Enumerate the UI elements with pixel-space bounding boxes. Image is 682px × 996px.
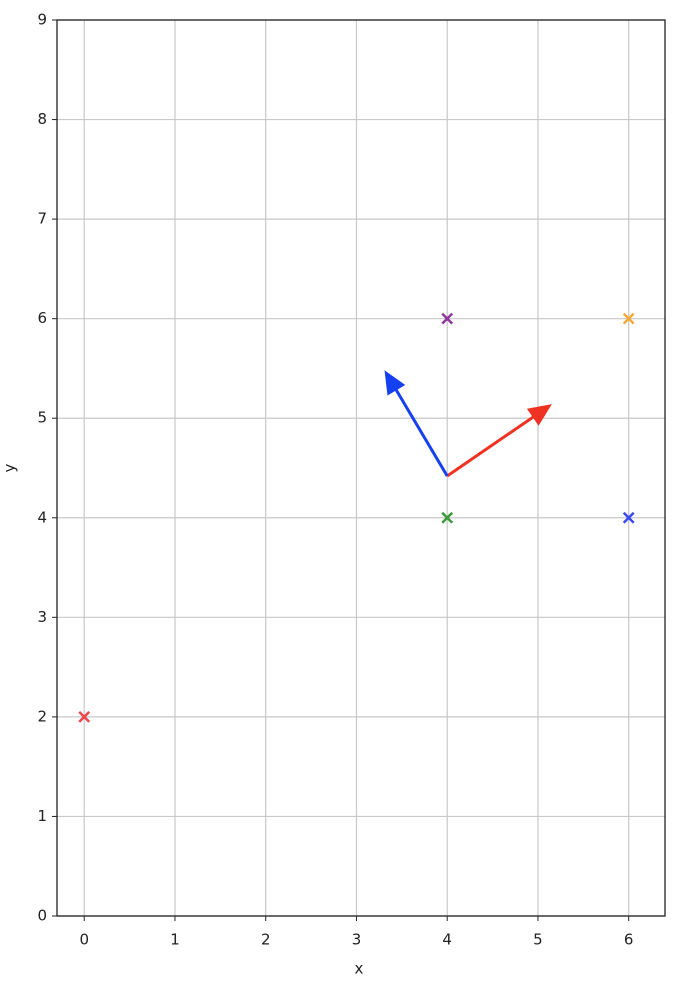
point: [441, 312, 454, 325]
y-tick-label: 5: [37, 409, 47, 427]
x-tick-label: 4: [442, 931, 452, 949]
point: [78, 711, 91, 723]
y-tick-label: 0: [37, 907, 47, 925]
plot-frame: [56, 19, 666, 917]
y-tick-label: 1: [37, 807, 47, 825]
arrow: [446, 404, 552, 478]
y-tick-label: 2: [37, 707, 47, 725]
point: [622, 312, 635, 325]
x-tick-label: 3: [352, 931, 362, 949]
y-tick-label: 7: [37, 210, 47, 228]
x-tick-label: 6: [624, 931, 634, 949]
y-axis-label: y: [1, 463, 19, 472]
y-tick-label: 3: [37, 608, 47, 626]
x-axis-label: x: [355, 960, 364, 978]
arrow: [384, 370, 449, 477]
y-tick-label: 4: [37, 508, 47, 526]
x-tick-label: 5: [533, 931, 543, 949]
point: [622, 511, 635, 524]
y-tick-label: 6: [37, 309, 47, 327]
y-tick-label: 8: [37, 110, 47, 128]
point: [441, 511, 454, 524]
y-tick-label: 9: [37, 11, 47, 29]
x-tick-label: 1: [170, 931, 180, 949]
x-tick-label: 2: [261, 931, 271, 949]
x-tick-label: 0: [79, 931, 89, 949]
